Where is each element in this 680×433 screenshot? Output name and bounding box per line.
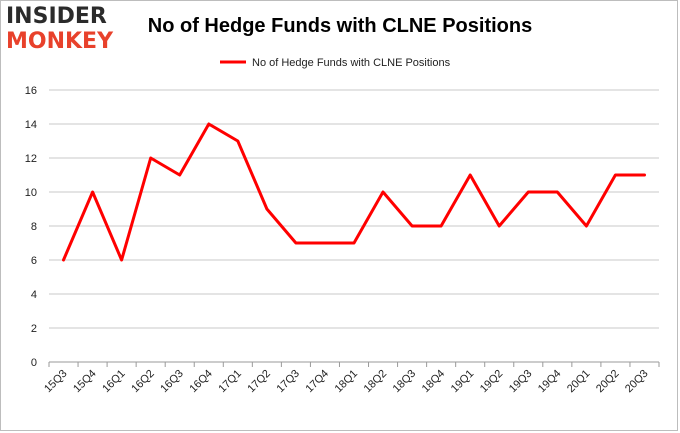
x-tick-label: 17Q1 <box>216 368 244 396</box>
x-tick-label: 16Q3 <box>158 368 186 396</box>
x-tick-label: 15Q4 <box>71 368 99 396</box>
x-tick-label: 16Q2 <box>129 368 157 396</box>
y-tick-label: 0 <box>31 357 37 369</box>
chart-title: No of Hedge Funds with CLNE Positions <box>147 15 533 37</box>
y-tick-label: 16 <box>25 85 37 97</box>
y-tick-label: 8 <box>31 221 37 233</box>
x-tick-label: 19Q2 <box>478 368 506 396</box>
series-line <box>62 122 646 262</box>
logo-line-1: INSIDER <box>6 4 107 29</box>
x-tick-label: 17Q4 <box>304 368 332 396</box>
x-tick-labels: 15Q3 15Q4 16Q1 16Q2 16Q3 16Q4 17Q1 17Q2 17Q3 17Q4… <box>42 368 650 396</box>
y-tick-label: 2 <box>31 323 37 335</box>
y-tick-label: 6 <box>31 255 37 267</box>
y-tick-labels: 0 2 4 6 8 10 12 14 16 <box>25 85 37 369</box>
x-tick-label: 16Q4 <box>187 368 215 396</box>
x-tick-label: 20Q3 <box>623 368 651 396</box>
legend: No of Hedge Funds with CLNE Positions <box>220 57 451 69</box>
x-tick-label: 15Q3 <box>42 368 70 396</box>
y-tick-label: 14 <box>25 119 37 131</box>
x-tick-label: 17Q2 <box>245 368 273 396</box>
x-tick-label: 18Q3 <box>391 368 419 396</box>
x-tick-label: 19Q1 <box>449 368 477 396</box>
x-tick-label: 19Q4 <box>536 368 564 396</box>
y-tick-label: 12 <box>25 153 37 165</box>
y-tick-label: 4 <box>31 289 37 301</box>
logo-line-2: MONKEY <box>6 29 114 54</box>
y-tick-label: 10 <box>25 187 37 199</box>
insider-monkey-logo: INSIDER MONKEY <box>6 4 130 56</box>
legend-label: No of Hedge Funds with CLNE Positions <box>252 57 451 69</box>
grid-lines <box>49 89 659 329</box>
x-tick-label: 17Q3 <box>275 368 303 396</box>
x-tick-label: 18Q1 <box>333 368 361 396</box>
x-tick-label: 18Q2 <box>362 368 390 396</box>
x-tick-label: 18Q4 <box>420 368 448 396</box>
x-tick-label: 20Q1 <box>565 368 593 396</box>
x-tick-label: 19Q3 <box>507 368 535 396</box>
axes <box>48 361 660 367</box>
series-lines <box>62 122 646 262</box>
x-tick-label: 16Q1 <box>100 368 128 396</box>
x-tick-label: 20Q2 <box>594 368 622 396</box>
